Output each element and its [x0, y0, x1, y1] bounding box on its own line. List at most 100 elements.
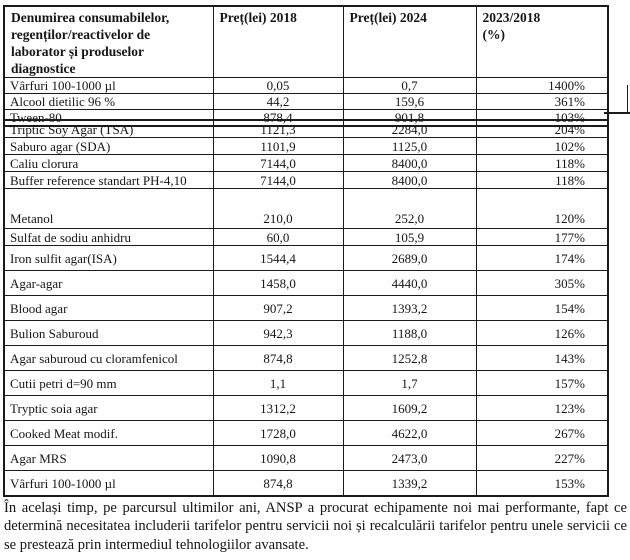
item-name: Blood agar — [3, 295, 214, 321]
price-2018-value: 1728,0 — [212, 420, 344, 446]
table-row: Blood agar 907,2 1393,2 154% — [3, 295, 609, 321]
price-2018-value: 210,0 — [212, 188, 344, 229]
price-2024-value: 1188,0 — [342, 320, 477, 346]
item-name: Metanol — [3, 188, 214, 229]
ratio-value: 126% — [475, 320, 609, 346]
item-name: Triptic Soy Agar (TSA) — [3, 119, 214, 138]
col-header-ratio: 2023/2018 (%) — [475, 5, 609, 78]
price-2024-value: 1609,2 — [342, 395, 477, 421]
ratio-value: 361% — [475, 93, 609, 110]
table-row: Alcool dietilic 96 % 44,2 159,6 361% — [3, 93, 609, 110]
item-name: Agar MRS — [3, 445, 214, 471]
price-table-top: Denumirea consumabilelor, regenților/rea… — [3, 5, 609, 127]
price-2018-value: 874,8 — [212, 470, 344, 497]
col-header-name: Denumirea consumabilelor, regenților/rea… — [3, 5, 214, 78]
price-2024-value: 4440,0 — [342, 270, 477, 296]
ratio-value: 102% — [475, 137, 609, 155]
ratio-value: 120% — [475, 188, 609, 229]
table-row: Buffer reference standart PH-4,10 7144,0… — [3, 171, 609, 189]
price-2024-value: 4622,0 — [342, 420, 477, 446]
ratio-value: 267% — [475, 420, 609, 446]
ratio-value: 177% — [475, 228, 609, 246]
price-2024-value: 1252,8 — [342, 345, 477, 371]
price-table-main: Triptic Soy Agar (TSA) 1121,3 2284,0 204… — [3, 119, 609, 497]
price-2018-value: 1090,8 — [212, 445, 344, 471]
col-header-price-2018: Preț(lei) 2018 — [212, 5, 344, 78]
ratio-value: 154% — [475, 295, 609, 321]
ratio-value: 123% — [475, 395, 609, 421]
price-2024-value: 1125,0 — [342, 137, 477, 155]
ratio-value: 153% — [475, 470, 609, 497]
price-2018-value: 1458,0 — [212, 270, 344, 296]
price-2024-value: 1393,2 — [342, 295, 477, 321]
table-row: Caliu clorura 7144,0 8400,0 118% — [3, 154, 609, 172]
price-2018-value: 7144,0 — [212, 171, 344, 189]
table-row: Agar-agar 1458,0 4440,0 305% — [3, 270, 609, 296]
price-2024-value: 8400,0 — [342, 154, 477, 172]
price-2018-value: 1,1 — [212, 370, 344, 396]
table-row: Triptic Soy Agar (TSA) 1121,3 2284,0 204… — [3, 119, 609, 138]
price-2018-value: 0,05 — [212, 77, 344, 94]
table-row: Vârfuri 100-1000 µl 874,8 1339,2 153% — [3, 470, 609, 497]
ratio-value: 1400% — [475, 77, 609, 94]
table-row: Sulfat de sodiu anhidru 60,0 105,9 177% — [3, 228, 609, 246]
table-row: Tryptic soia agar 1312,2 1609,2 123% — [3, 395, 609, 421]
price-2024-value: 252,0 — [342, 188, 477, 229]
item-name: Vârfuri 100-1000 µl — [3, 77, 214, 94]
table-row: Metanol 210,0 252,0 120% — [3, 188, 609, 229]
item-name: Vârfuri 100-1000 µl — [3, 470, 214, 497]
table-row: Vârfuri 100-1000 µl 0,05 0,7 1400% — [3, 77, 609, 94]
item-name: Tryptic soia agar — [3, 395, 214, 421]
ratio-value: 174% — [475, 245, 609, 271]
price-2024-value: 8400,0 — [342, 171, 477, 189]
body-paragraph: În același timp, pe parcursul ultimilor … — [4, 500, 627, 553]
price-2018-value: 60,0 — [212, 228, 344, 246]
price-2024-value: 1339,2 — [342, 470, 477, 497]
price-2024-value: 159,6 — [342, 93, 477, 110]
item-name: Saburo agar (SDA) — [3, 137, 214, 155]
item-name: Caliu clorura — [3, 154, 214, 172]
price-2024-value: 1,7 — [342, 370, 477, 396]
item-name: Agar saburoud cu cloramfenicol — [3, 345, 214, 371]
item-name: Iron sulfit agar(ISA) — [3, 245, 214, 271]
price-2018-value: 44,2 — [212, 93, 344, 110]
item-name: Agar-agar — [3, 270, 214, 296]
price-2018-value: 907,2 — [212, 295, 344, 321]
item-name: Cutii petri d=90 mm — [3, 370, 214, 396]
ratio-value: 118% — [475, 171, 609, 189]
price-2018-value: 1121,3 — [212, 119, 344, 138]
table-row: Bulion Saburoud 942,3 1188,0 126% — [3, 320, 609, 346]
price-2024-value: 2473,0 — [342, 445, 477, 471]
ratio-value: 118% — [475, 154, 609, 172]
item-name: Buffer reference standart PH-4,10 — [3, 171, 214, 189]
price-2018-value: 942,3 — [212, 320, 344, 346]
table-row: Cooked Meat modif. 1728,0 4622,0 267% — [3, 420, 609, 446]
price-2018-value: 7144,0 — [212, 154, 344, 172]
price-2018-value: 1312,2 — [212, 395, 344, 421]
price-2024-value: 2689,0 — [342, 245, 477, 271]
col-header-price-2024: Preț(lei) 2024 — [342, 5, 477, 78]
scan-edge-artifact — [627, 85, 628, 114]
item-name: Bulion Saburoud — [3, 320, 214, 346]
item-name: Alcool dietilic 96 % — [3, 93, 214, 110]
ratio-value: 204% — [475, 119, 609, 138]
table-row: Cutii petri d=90 mm 1,1 1,7 157% — [3, 370, 609, 396]
price-2018-value: 874,8 — [212, 345, 344, 371]
table-row: Iron sulfit agar(ISA) 1544,4 2689,0 174% — [3, 245, 609, 271]
price-2024-value: 0,7 — [342, 77, 477, 94]
ratio-value: 227% — [475, 445, 609, 471]
table-row: Agar MRS 1090,8 2473,0 227% — [3, 445, 609, 471]
price-2024-value: 105,9 — [342, 228, 477, 246]
ratio-value: 143% — [475, 345, 609, 371]
table-row: Agar saburoud cu cloramfenicol 874,8 125… — [3, 345, 609, 371]
ratio-value: 157% — [475, 370, 609, 396]
item-name: Cooked Meat modif. — [3, 420, 214, 446]
price-2018-value: 1544,4 — [212, 245, 344, 271]
table-header-row: Denumirea consumabilelor, regenților/rea… — [3, 5, 609, 78]
price-2018-value: 1101,9 — [212, 137, 344, 155]
item-name: Sulfat de sodiu anhidru — [3, 228, 214, 246]
ratio-value: 305% — [475, 270, 609, 296]
table-row: Saburo agar (SDA) 1101,9 1125,0 102% — [3, 137, 609, 155]
price-2024-value: 2284,0 — [342, 119, 477, 138]
